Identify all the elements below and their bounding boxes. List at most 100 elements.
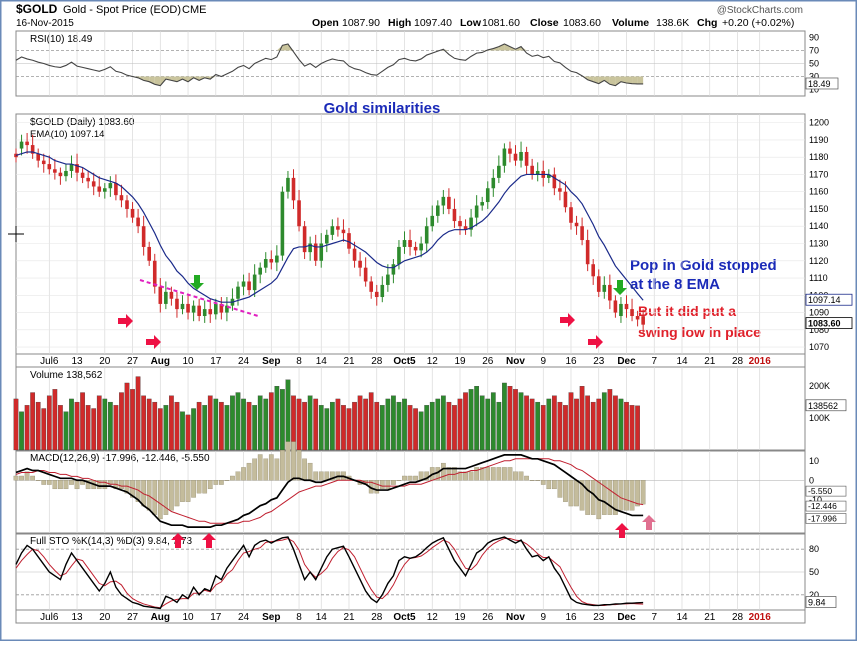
volume-bar [202,405,208,451]
rsi-oversold-fill [149,76,155,85]
ohlc-volume: 138.6K [656,17,689,29]
price-candle [64,170,68,177]
volume-bar [457,398,463,451]
macd-histogram-bar [590,480,596,515]
volume-bar [624,401,629,451]
x-tick-label: 12 [427,612,439,623]
rsi-oversold-fill [165,76,172,81]
x-tick-label: Nov [506,356,525,367]
x-tick-label: 20 [99,612,111,623]
macd-histogram-bar [535,480,541,481]
price-candle [263,259,268,268]
annotation-arrows [8,226,656,548]
price-candle [502,148,507,166]
price-candle [552,174,557,189]
volume-bar [280,389,285,451]
macd-histogram-bar [52,480,58,490]
rsi-tick-label: 90 [809,33,819,43]
volume-bar [579,386,585,451]
price-candle [180,303,185,310]
price-candle [119,195,124,201]
volume-bar [19,411,24,451]
volume-bar [529,398,535,451]
price-candle [58,172,63,177]
red-arrow-up-macd-3 [615,523,629,538]
sto-k-line [15,536,644,610]
macd-histogram-bar [563,480,568,502]
price-candle [325,234,329,244]
price-candle [524,151,529,166]
price-tick-label: 1090 [809,308,829,318]
price-candle [214,303,218,315]
volume-bar [446,401,452,451]
sto-tick-label: 80 [809,544,819,554]
volume-bar [574,398,579,451]
macd-readout-box [805,513,847,524]
volume-label: Volume 138,562 [30,370,103,381]
price-candle [397,246,401,265]
volume-bar [163,405,169,451]
macd-histogram-bar [69,480,74,485]
rsi-tick-label: 10 [809,85,819,95]
price-candle [336,226,340,230]
price-candle [419,243,423,251]
price-candle [330,226,335,235]
price-candle [469,217,473,230]
price-candle [513,153,518,161]
macd-histogram-bar [174,480,180,507]
x-tick-label: 24 [238,356,250,367]
price-candle [169,291,174,299]
x-tick-label: Sep [262,356,280,367]
price-candle [430,215,435,227]
price-candle [69,164,74,171]
volume-bar [618,398,624,451]
price-candle [53,169,57,173]
x-tick-label: 17 [210,612,222,623]
price-candle [363,267,368,282]
volume-bar [241,398,246,451]
price-candle [302,226,307,253]
price-candle [36,153,40,161]
x-tick-label: 27 [127,356,139,367]
ohlc-low-label: Low [460,17,482,29]
price-candle [130,208,135,218]
symbol: $GOLD [16,2,58,16]
macd-histogram-bar [119,480,124,490]
volume-bar [524,395,529,451]
volume-bar [96,395,102,451]
macd-histogram-bar [613,480,618,515]
rsi-oversold-fill [609,76,616,86]
macd-tick-label: -10 [809,495,822,505]
volume-bar [180,411,185,451]
macd-histogram-bar [191,480,196,498]
red-arrow-right-3 [560,313,575,327]
volume-bar [407,405,413,451]
macd-histogram-bar [102,480,108,490]
macd-histogram-bar [63,480,69,490]
price-candle [563,191,568,208]
volume-bar [13,398,19,451]
price-candle [613,300,618,313]
red-arrow-right-2 [146,335,161,349]
volume-bar [268,392,274,451]
macd-histogram-bar [601,480,607,515]
volume-bar [552,395,557,451]
x-tick-label: 8 [296,612,302,623]
ohlc-close-label: Close [530,17,559,29]
macd-histogram-bar [291,441,296,481]
macd-histogram-bar [296,450,302,481]
price-candle [580,226,584,241]
macd-readout-box [805,485,847,497]
volume-bar [557,401,563,451]
price-candle [497,165,501,178]
price-candle [164,291,168,304]
x-tick-label: 16 [565,356,577,367]
price-candle [30,145,35,154]
macd-histogram-bar [413,475,418,481]
price-candle [458,221,462,227]
volume-bar [452,405,457,451]
rsi-overbought-fill [521,46,527,51]
macd-histogram-bar [529,480,535,481]
price-tick-label: 1130 [809,238,828,248]
